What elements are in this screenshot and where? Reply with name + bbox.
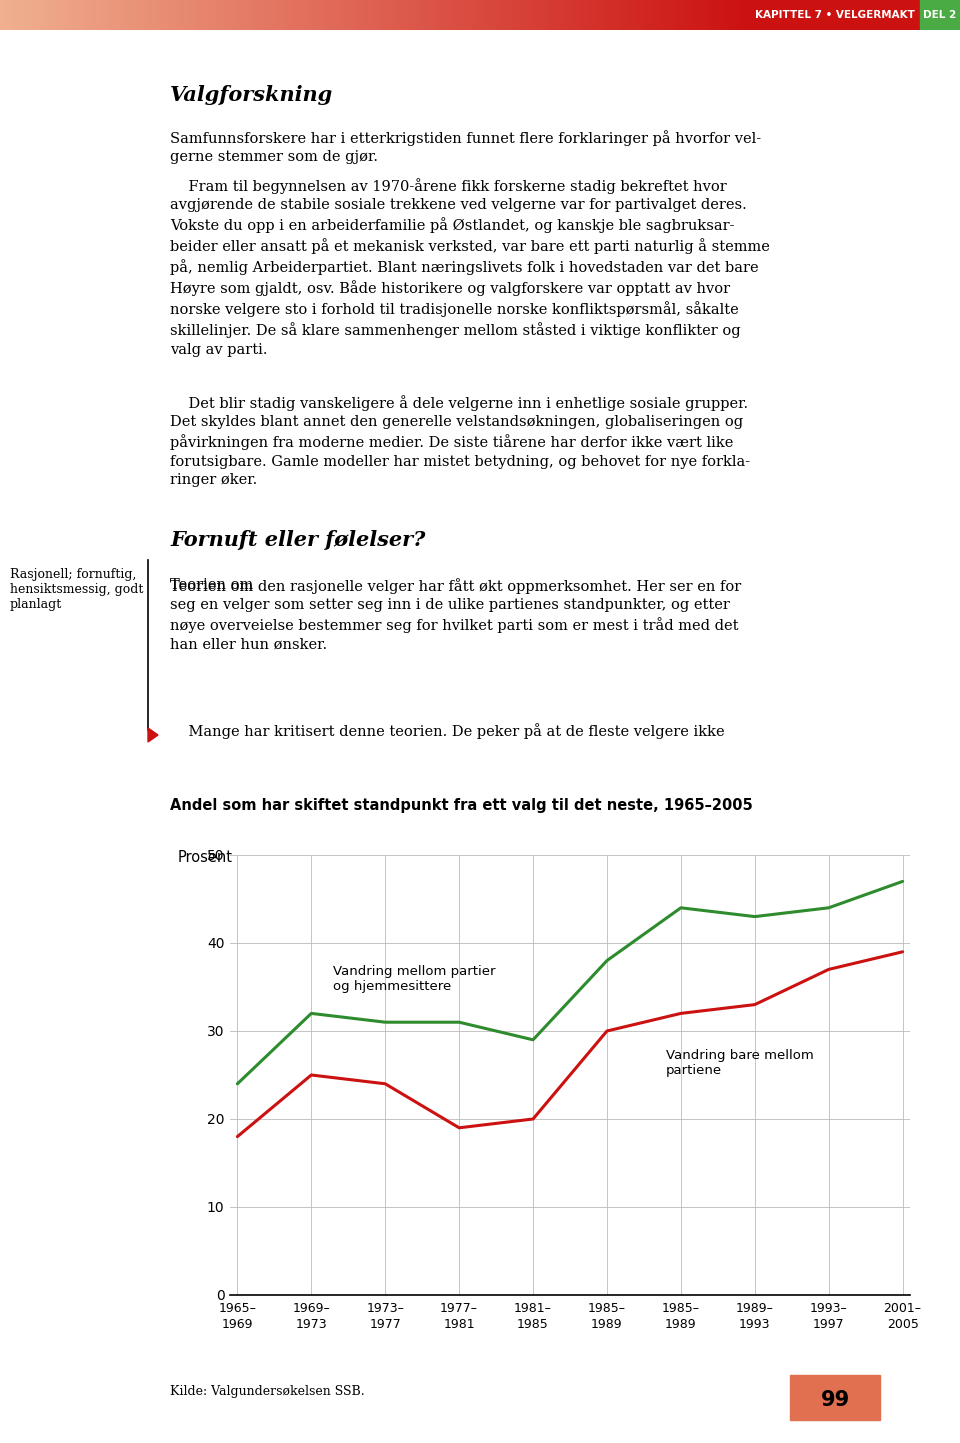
Text: Det blir stadig vanskeligere å dele velgerne inn i enhetlige sosiale grupper.
De: Det blir stadig vanskeligere å dele velg… [170, 395, 750, 488]
Bar [920, 0, 960, 30]
Text: DEL 2: DEL 2 [924, 10, 956, 20]
Text: Teorien om den rasjonelle velger har fått økt oppmerksomhet. Her ser en for
seg : Teorien om den rasjonelle velger har fåt… [170, 579, 741, 652]
Text: Teorien om: Teorien om [170, 579, 258, 592]
Text: Andel som har skiftet standpunkt fra ett valg til det neste, 1965–2005: Andel som har skiftet standpunkt fra ett… [170, 798, 753, 812]
Text: Kilde: Valgundersøkelsen SSB.: Kilde: Valgundersøkelsen SSB. [170, 1385, 365, 1398]
Text: Mange har kritisert denne teorien. De peker på at de fleste velgere ikke: Mange har kritisert denne teorien. De pe… [170, 723, 725, 739]
Text: Fornuft eller følelser?: Fornuft eller følelser? [170, 530, 425, 550]
Text: Rasjonell; fornuftig,
hensiktsmessig, godt
planlagt: Rasjonell; fornuftig, hensiktsmessig, go… [10, 569, 143, 610]
Text: 99: 99 [821, 1390, 850, 1410]
Bar [750, 0, 920, 30]
Text: Vandring bare mellom
partiene: Vandring bare mellom partiene [666, 1049, 814, 1076]
Text: KAPITTEL 7 • VELGERMAKT: KAPITTEL 7 • VELGERMAKT [756, 10, 915, 20]
Text: Valgforskning: Valgforskning [170, 85, 333, 105]
Text: Vandring mellom partier
og hjemmesittere: Vandring mellom partier og hjemmesittere [333, 965, 496, 993]
Polygon shape [148, 729, 158, 742]
Text: Samfunnsforskere har i etterkrigstiden funnet flere forklaringer på hvorfor vel-: Samfunnsforskere har i etterkrigstiden f… [170, 130, 761, 165]
Text: Fram til begynnelsen av 1970-årene fikk forskerne stadig bekreftet hvor
avgjøren: Fram til begynnelsen av 1970-årene fikk … [170, 177, 770, 356]
Text: Prosent: Prosent [178, 850, 233, 864]
Bar [790, 1375, 880, 1420]
